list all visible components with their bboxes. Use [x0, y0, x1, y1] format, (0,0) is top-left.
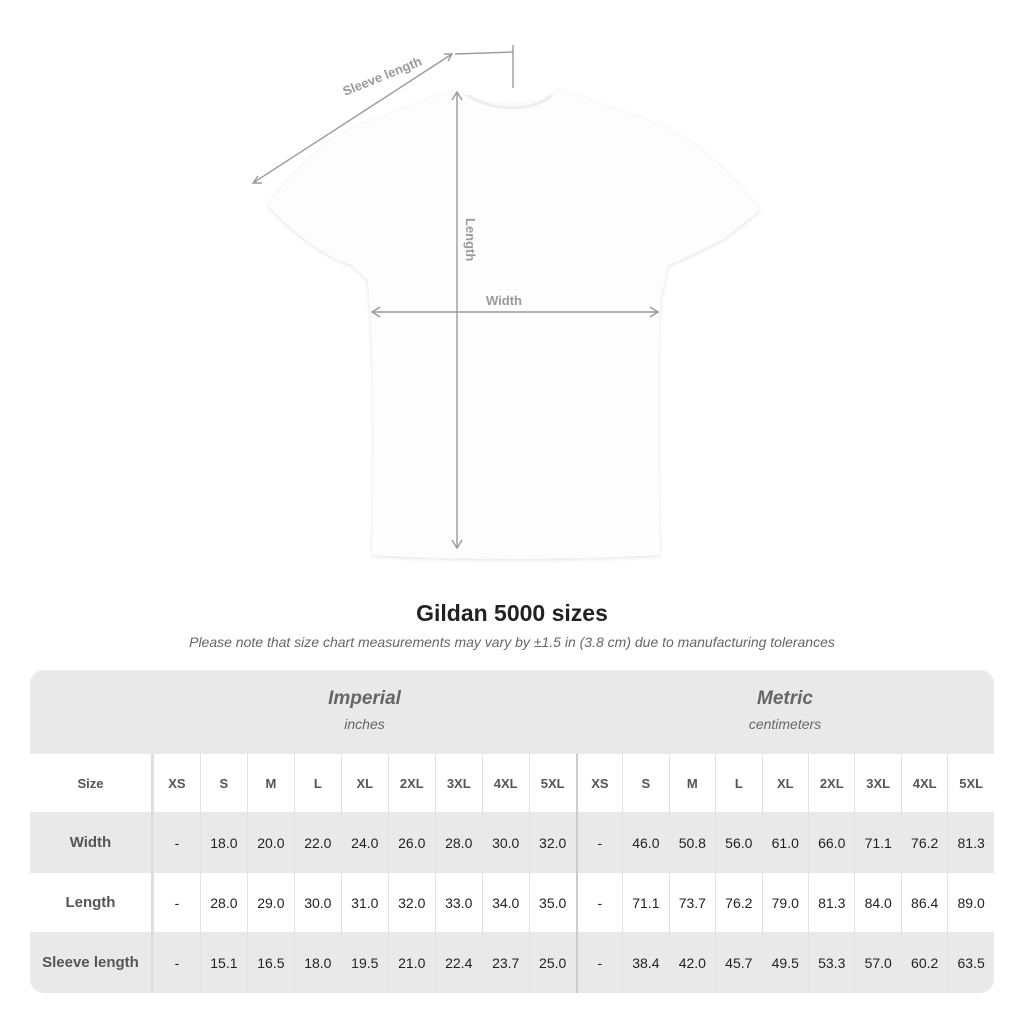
metric-cell: 89.0	[947, 873, 993, 932]
imperial-cell: 28.0	[434, 812, 482, 873]
tshirt-shape	[268, 90, 760, 559]
size-header: 4XL	[481, 754, 529, 812]
metric-title: Metric	[757, 688, 813, 709]
imperial-cell: 32.0	[387, 873, 435, 932]
imperial-cell: 15.1	[199, 932, 247, 993]
sleeve-length-label: Sleeve length	[341, 53, 424, 98]
imperial-title: Imperial	[328, 688, 401, 709]
metric-cell: 71.1	[622, 873, 668, 932]
metric-cell: 61.0	[761, 812, 808, 873]
row-label: Size	[30, 754, 153, 812]
metric-cell: 53.3	[808, 932, 854, 993]
imperial-cell: 33.0	[434, 873, 482, 932]
size-header: 5XL	[947, 754, 993, 812]
metric-group: Metric centimeters	[576, 688, 994, 732]
imperial-cell: 32.0	[528, 812, 576, 873]
row-label: Length	[30, 873, 153, 932]
imperial-cell: 30.0	[293, 873, 341, 932]
metric-cell: -	[575, 932, 622, 993]
metric-cell: 81.3	[808, 873, 854, 932]
imperial-cell: 25.0	[528, 932, 576, 993]
metric-cell: 81.3	[947, 812, 993, 873]
size-header: XS	[152, 754, 200, 812]
tshirt-diagram: Sleeve length Length Width	[251, 45, 760, 559]
width-label: Width	[486, 293, 522, 308]
imperial-cell: 31.0	[340, 873, 388, 932]
imperial-cell: 28.0	[199, 873, 247, 932]
metric-cell: 45.7	[715, 932, 761, 993]
metric-cell: 76.2	[900, 812, 947, 873]
size-header: XL	[340, 754, 388, 812]
row-label: Sleeve length	[30, 932, 153, 993]
imperial-cell: -	[152, 812, 200, 873]
imperial-cell: -	[152, 873, 200, 932]
size-header: 2XL	[387, 754, 435, 812]
metric-cell: 38.4	[622, 932, 668, 993]
metric-cell: 50.8	[668, 812, 715, 873]
metric-cell: 66.0	[808, 812, 854, 873]
size-header: 5XL	[528, 754, 576, 812]
metric-cell: -	[575, 812, 622, 873]
size-header: S	[622, 754, 668, 812]
imperial-cell: 34.0	[481, 873, 529, 932]
imperial-cell: 22.0	[293, 812, 341, 873]
imperial-cell: 24.0	[340, 812, 388, 873]
metric-cell: 63.5	[947, 932, 993, 993]
size-header: 4XL	[900, 754, 947, 812]
metric-cell: 60.2	[900, 932, 947, 993]
size-header: XS	[575, 754, 622, 812]
length-label: Length	[463, 218, 478, 261]
metric-cell: 79.0	[761, 873, 808, 932]
size-header: L	[293, 754, 341, 812]
imperial-cell: 26.0	[387, 812, 435, 873]
size-header: L	[715, 754, 761, 812]
table-row: Length -28.0 29.0 30.0 31.0 32.0 33.0 34.0 35.0-…	[30, 873, 994, 932]
size-table: Imperial inches Metric centimeters Size X…	[30, 670, 994, 993]
imperial-group: Imperial inches	[153, 688, 576, 732]
imperial-unit: inches	[344, 716, 385, 732]
metric-cell: 86.4	[900, 873, 947, 932]
metric-cell: 56.0	[715, 812, 761, 873]
metric-cell: -	[575, 873, 622, 932]
size-header: S	[199, 754, 247, 812]
table-header: Imperial inches Metric centimeters	[30, 670, 994, 754]
size-header: 2XL	[808, 754, 854, 812]
measure-lines	[251, 45, 660, 550]
metric-cell: 84.0	[854, 873, 900, 932]
size-header-row: Size XS S M L XL 2XL 3XL 4XL 5XL XS S M L XL 2XL 3XL 4XL 5…	[30, 754, 994, 812]
imperial-cell: -	[152, 932, 200, 993]
imperial-cell: 18.0	[199, 812, 247, 873]
size-header: 3XL	[854, 754, 900, 812]
imperial-cell: 20.0	[246, 812, 294, 873]
metric-cell: 71.1	[854, 812, 900, 873]
metric-cell: 46.0	[622, 812, 668, 873]
metric-cell: 42.0	[668, 932, 715, 993]
imperial-cell: 21.0	[387, 932, 435, 993]
size-header: M	[668, 754, 715, 812]
metric-cell: 49.5	[761, 932, 808, 993]
imperial-cell: 30.0	[481, 812, 529, 873]
metric-unit: centimeters	[748, 716, 822, 732]
tolerance-note: Please note that size chart measurements…	[189, 634, 835, 650]
size-header: M	[246, 754, 294, 812]
row-label: Width	[30, 812, 153, 873]
imperial-cell: 22.4	[434, 932, 482, 993]
imperial-cell: 23.7	[481, 932, 529, 993]
size-header: XL	[761, 754, 808, 812]
metric-cell: 57.0	[854, 932, 900, 993]
metric-cell: 73.7	[668, 873, 715, 932]
imperial-cell: 29.0	[246, 873, 294, 932]
chart-title: Gildan 5000 sizes	[416, 600, 608, 626]
table-row: Sleeve length -15.1 16.5 18.0 19.5 21.0 22.4 23…	[30, 932, 994, 993]
imperial-cell: 35.0	[528, 873, 576, 932]
imperial-cell: 16.5	[246, 932, 294, 993]
size-header: 3XL	[434, 754, 482, 812]
metric-cell: 76.2	[715, 873, 761, 932]
imperial-cell: 18.0	[293, 932, 341, 993]
imperial-cell: 19.5	[340, 932, 388, 993]
table-row: Width -18.0 20.0 22.0 24.0 26.0 28.0 30.0 32.0-4…	[30, 812, 994, 873]
